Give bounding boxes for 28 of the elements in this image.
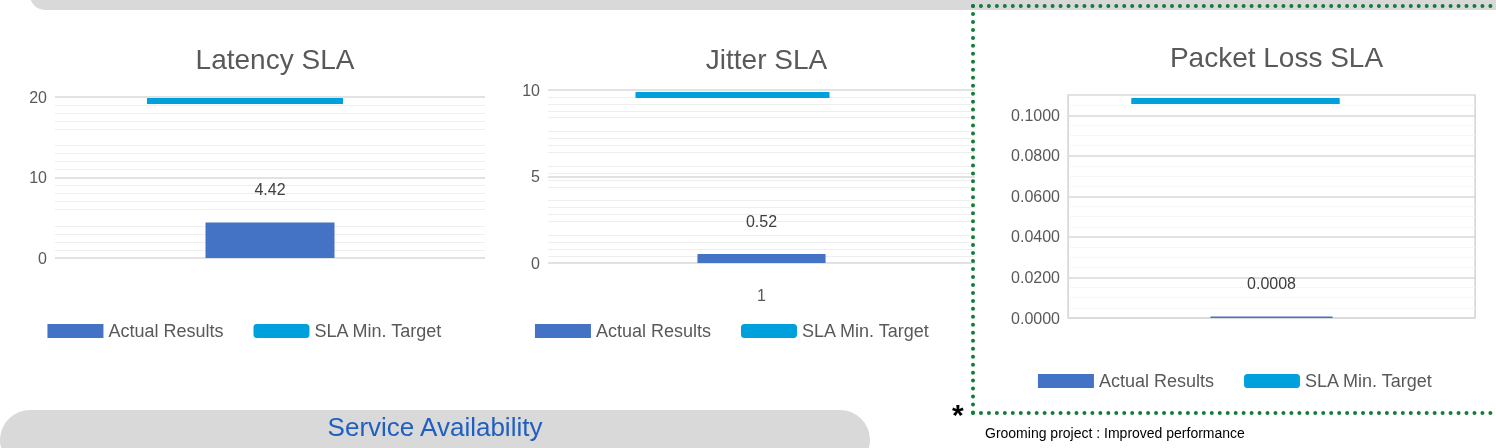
x-tick-label: 1 (757, 286, 767, 304)
legend-label: SLA Min. Target (1305, 371, 1432, 391)
text: Service Availability (326, 412, 544, 443)
y-tick-label: 5 (531, 168, 541, 185)
legend-label: SLA Min. Target (314, 321, 442, 341)
chart-title: Jitter SLA (705, 43, 828, 75)
legend-label: Actual Results (1098, 371, 1215, 391)
y-tick-label: 0.0200 (1011, 268, 1061, 286)
chart-title: Packet Loss SLA (1169, 41, 1384, 73)
y-tick-label: 10 (522, 81, 541, 99)
y-tick-label: 0 (531, 254, 541, 272)
y-tick-label: 0.1000 (1011, 106, 1061, 124)
y-tick-label: 0.0800 (1011, 147, 1061, 165)
y-tick-label: 20 (29, 88, 48, 106)
y-tick-label: 0.0400 (1011, 228, 1061, 246)
y-tick-label: 0.0000 (1011, 309, 1061, 327)
y-tick-label: 10 (29, 169, 48, 186)
chart-title: Latency SLA (195, 43, 355, 75)
text: * (952, 398, 964, 432)
data-label: 0.52 (745, 212, 778, 230)
legend-label: Actual Results (108, 321, 224, 341)
y-tick-label: 0.0600 (1011, 187, 1061, 205)
y-tick-label: 0 (38, 249, 48, 267)
legend-label: SLA Min. Target (802, 321, 929, 341)
legend-label: Actual Results (595, 321, 712, 341)
text: Grooming project : Improved performance (985, 425, 1245, 441)
data-label: 4.42 (254, 180, 286, 198)
data-label: 0.0008 (1247, 274, 1297, 292)
